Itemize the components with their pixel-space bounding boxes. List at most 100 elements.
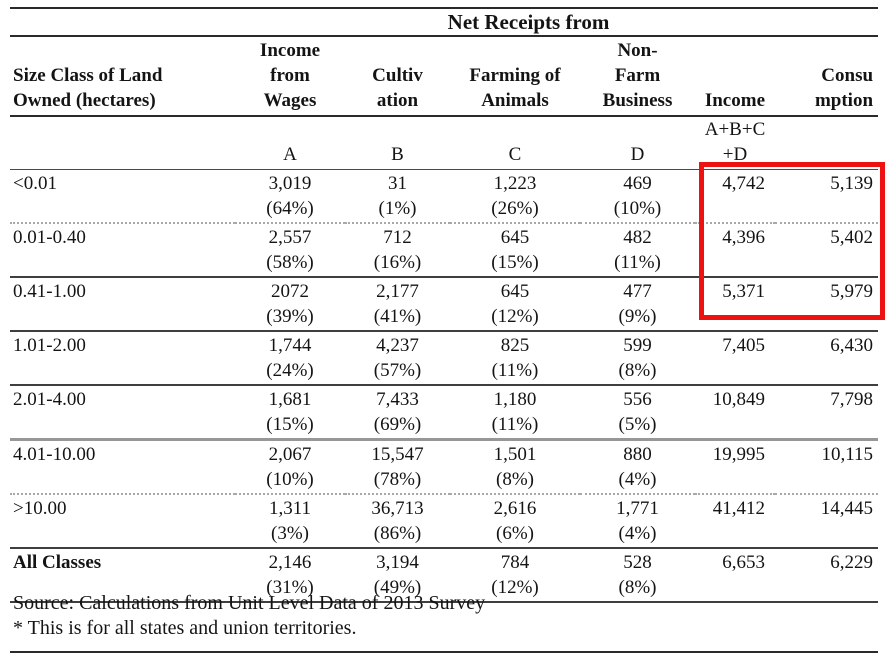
consumption-cell: 14,445: [775, 494, 879, 549]
header-line: Wages: [263, 90, 317, 111]
cell-pct: (16%): [373, 252, 422, 273]
nonfarm-cell: 482 (11%): [580, 223, 695, 278]
cell-pct: (49%): [373, 577, 422, 598]
subheader-row: A B C D A+B+C +D: [10, 116, 879, 170]
highlight-box: [699, 162, 885, 320]
cell-value: 645: [500, 227, 530, 248]
cell-pct: (9%): [618, 306, 657, 327]
cell-pct: (3%): [271, 523, 309, 544]
wages-cell: 2072 (39%): [235, 277, 345, 332]
header-line: Consu: [821, 65, 874, 86]
subheader-c: C: [450, 116, 580, 170]
cell-value: 2,146: [268, 552, 312, 573]
cell-pct: (78%): [373, 469, 422, 490]
table-row: 2.01-4.00 1,681 (15%) 7,433 (69%) 1,180 (11…: [10, 385, 879, 441]
cultivation-cell: 7,433 (69%): [345, 385, 450, 441]
header-line: Farming of: [469, 65, 561, 86]
subheader-b: B: [345, 116, 450, 170]
cell-value: 2,177: [376, 281, 419, 302]
row-label-cell: 2.01-4.00: [10, 385, 235, 441]
cell-pct: (15%): [266, 414, 314, 435]
formula-line: A+B+C: [704, 119, 766, 140]
table-row: 1.01-2.00 1,744 (24%) 4,237 (57%) 825 (11%)…: [10, 331, 879, 386]
cell-value: 4,742: [722, 173, 765, 194]
farming-cell: 784 (12%): [450, 548, 580, 603]
wages-cell: 1,311 (3%): [235, 494, 345, 549]
header-line: Income: [259, 40, 321, 61]
col-header-size-class: Size Class of Land Owned (hectares): [10, 36, 235, 117]
col-header-farming: Farming of Animals: [450, 36, 580, 117]
income-cell: 4,742: [695, 169, 775, 224]
cell-value: 4,396: [722, 227, 765, 248]
net-receipts-table: Net Receipts from Size Class of Land Own…: [10, 7, 879, 603]
cell-value: 7,405: [722, 335, 765, 356]
row-label: >10.00: [13, 498, 67, 519]
row-label: 0.01-0.40: [13, 227, 86, 248]
cell-pct: (39%): [266, 306, 314, 327]
cell-pct: (69%): [373, 414, 422, 435]
cell-value: 2072: [271, 281, 309, 302]
cell-pct: (5%): [618, 414, 657, 435]
source-note: Source: Calculations from Unit Level Dat…: [13, 592, 486, 614]
cell-value: 2,067: [268, 444, 312, 465]
row-label-cell: All Classes: [10, 548, 235, 603]
bottom-rule: [10, 651, 878, 653]
cell-value: 4,237: [376, 335, 419, 356]
nonfarm-cell: 477 (9%): [580, 277, 695, 332]
cell-value: 528: [623, 552, 652, 573]
cell-value: 784: [500, 552, 530, 573]
income-cell: 4,396: [695, 223, 775, 278]
cell-pct: (86%): [373, 523, 422, 544]
header-line: ation: [376, 90, 419, 111]
col-header-nonfarm: Non- Farm Business: [580, 36, 695, 117]
cell-pct: (58%): [266, 252, 314, 273]
cell-pct: (11%): [614, 252, 661, 273]
row-label: 2.01-4.00: [13, 389, 86, 410]
consumption-cell: 5,139: [775, 169, 879, 224]
consumption-cell: 6,229: [775, 548, 879, 603]
cell-value: 3,019: [268, 173, 312, 194]
header-line: mption: [814, 90, 874, 111]
table-row: 4.01-10.00 2,067 (10%) 15,547 (78%) 1,501 (…: [10, 439, 879, 495]
cell-value: 556: [623, 389, 652, 410]
cell-pct: (57%): [373, 360, 422, 381]
cell-value: 3,194: [376, 552, 419, 573]
cell-value: 14,445: [820, 498, 874, 519]
column-header-row: Size Class of Land Owned (hectares) Inco…: [10, 36, 879, 117]
cell-pct: (6%): [496, 523, 534, 544]
wages-cell: 2,067 (10%): [235, 439, 345, 495]
header-line: Business: [602, 90, 673, 111]
cell-pct: (24%): [266, 360, 314, 381]
income-cell: 19,995: [695, 439, 775, 495]
cell-pct: (64%): [266, 198, 314, 219]
cell-value: 36,713: [371, 498, 424, 519]
row-label: All Classes: [13, 552, 102, 573]
income-cell: 5,371: [695, 277, 775, 332]
table-row: <0.01 3,019 (64%) 31 (1%) 1,223 (26%) 469 (1…: [10, 169, 879, 224]
table-group-title: Net Receipts from: [235, 8, 879, 37]
cell-pct: (31%): [266, 577, 314, 598]
cell-pct: (4%): [618, 469, 657, 490]
header-line: Owned (hectares): [13, 90, 156, 111]
cultivation-cell: 36,713 (86%): [345, 494, 450, 549]
cell-value: 712: [383, 227, 412, 248]
cell-value: 880: [623, 444, 652, 465]
nonfarm-cell: 528 (8%): [580, 548, 695, 603]
cell-value: 7,433: [376, 389, 419, 410]
cell-pct: (10%): [613, 198, 662, 219]
header-line: Income: [704, 90, 765, 111]
col-header-wages: Income from Wages: [235, 36, 345, 117]
cell-value: 1,681: [268, 389, 312, 410]
cell-pct: (10%): [266, 469, 314, 490]
cell-value: 2,616: [493, 498, 537, 519]
cell-value: 5,371: [722, 281, 765, 302]
cell-value: 41,412: [712, 498, 765, 519]
cultivation-cell: 712 (16%): [345, 223, 450, 278]
row-label-cell: 1.01-2.00: [10, 331, 235, 386]
row-label: 1.01-2.00: [13, 335, 86, 356]
wages-cell: 1,681 (15%): [235, 385, 345, 441]
cell-value: 5,402: [830, 227, 874, 248]
cell-pct: (12%): [491, 306, 539, 327]
consumption-cell: 7,798: [775, 385, 879, 441]
nonfarm-cell: 599 (8%): [580, 331, 695, 386]
